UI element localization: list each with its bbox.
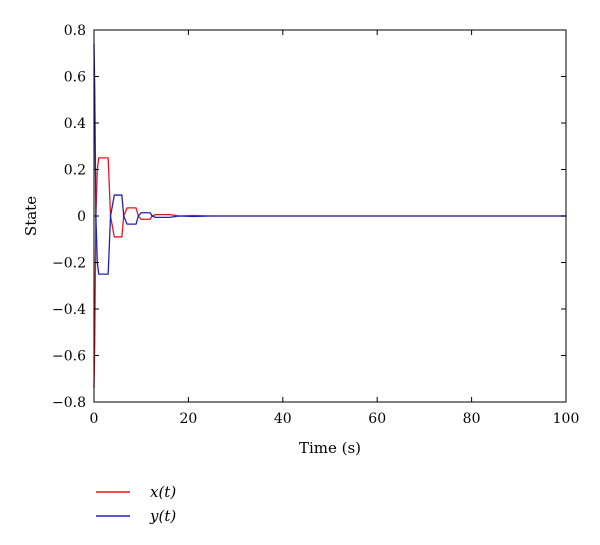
y-tick-label: −0.6 xyxy=(52,349,86,365)
legend: x(t) y(t) xyxy=(96,483,176,525)
legend-label-x: x(t) xyxy=(150,483,176,501)
x-axis-label: Time (s) xyxy=(299,439,361,457)
legend-label-y: y(t) xyxy=(149,507,176,525)
series-line-y xyxy=(93,43,566,275)
y-tick-label: 0.4 xyxy=(64,116,86,132)
tick-layer: 0 20 40 60 80 100 −0.8 −0.6 −0.4 −0.2 0 0.2 0.4 0.6 0.… xyxy=(52,23,579,427)
x-tick-label: 80 xyxy=(463,411,481,427)
y-axis-label: State xyxy=(22,196,40,236)
y-tick-label: 0.2 xyxy=(64,163,86,179)
y-tick-label: −0.2 xyxy=(52,256,86,272)
y-tick-label: 0 xyxy=(77,209,86,225)
x-tick-label: 20 xyxy=(179,411,197,427)
x-tick-label: 60 xyxy=(368,411,386,427)
x-tick-label: 100 xyxy=(553,411,580,427)
x-tick-label: 40 xyxy=(274,411,292,427)
y-tick-label: 0.8 xyxy=(64,23,86,39)
x-tick-label: 0 xyxy=(90,411,99,427)
y-tick-label: 0.6 xyxy=(64,70,86,86)
y-tick-label: −0.4 xyxy=(52,302,86,318)
series-layer xyxy=(93,43,566,389)
y-tick-label: −0.8 xyxy=(52,395,86,411)
